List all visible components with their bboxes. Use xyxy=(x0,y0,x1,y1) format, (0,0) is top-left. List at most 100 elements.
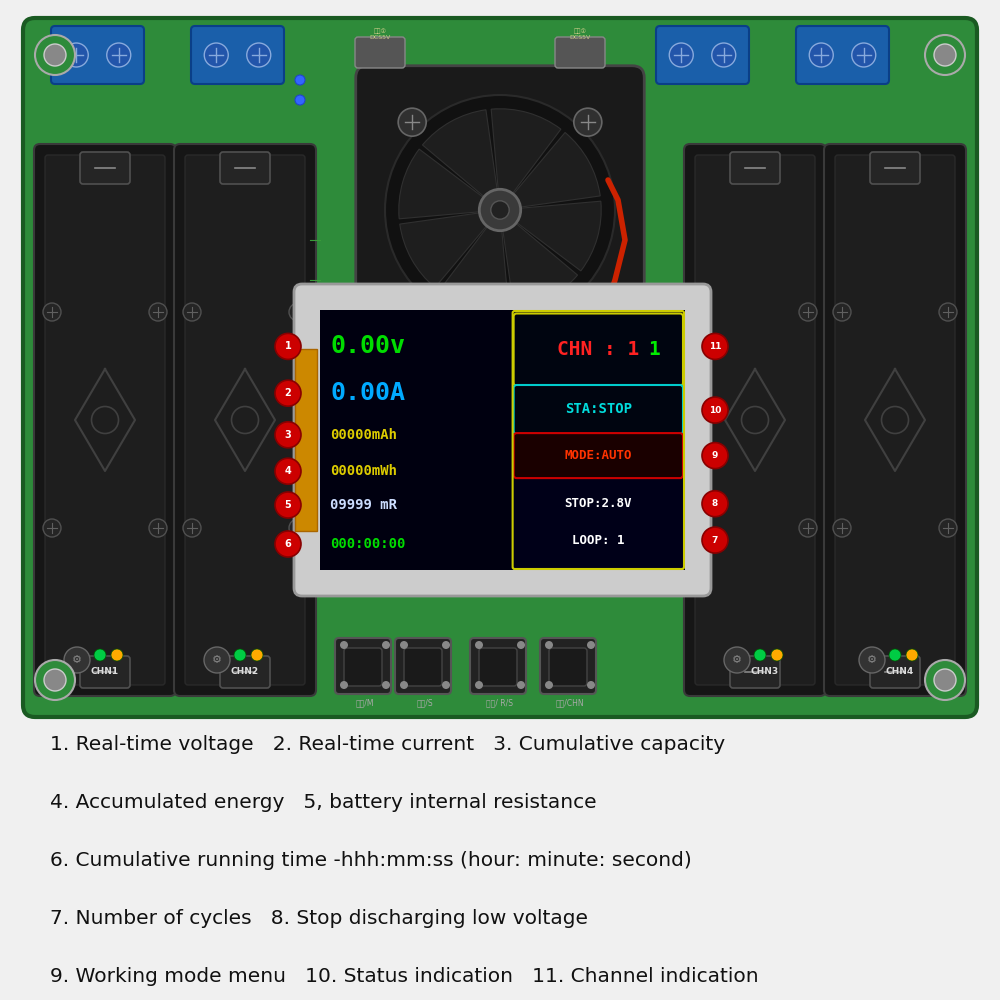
Bar xyxy=(512,310,685,570)
Circle shape xyxy=(43,303,61,321)
FancyBboxPatch shape xyxy=(356,66,644,354)
Circle shape xyxy=(275,333,301,359)
Circle shape xyxy=(64,43,88,67)
Circle shape xyxy=(833,303,851,321)
Text: ⚙: ⚙ xyxy=(732,655,742,665)
FancyBboxPatch shape xyxy=(730,152,780,184)
Text: ⚙: ⚙ xyxy=(212,655,222,665)
Circle shape xyxy=(833,519,851,537)
Circle shape xyxy=(934,44,956,66)
Circle shape xyxy=(889,649,901,661)
Circle shape xyxy=(702,443,728,469)
FancyBboxPatch shape xyxy=(835,155,955,685)
Circle shape xyxy=(491,201,509,219)
Circle shape xyxy=(251,649,263,661)
Circle shape xyxy=(574,108,602,136)
Wedge shape xyxy=(500,201,601,271)
FancyBboxPatch shape xyxy=(220,152,270,184)
Circle shape xyxy=(442,681,450,689)
Circle shape xyxy=(295,75,305,85)
FancyBboxPatch shape xyxy=(404,648,442,686)
Text: 0.00A: 0.00A xyxy=(330,381,405,405)
Text: 5: 5 xyxy=(285,500,291,510)
Text: 6: 6 xyxy=(285,539,291,549)
Circle shape xyxy=(479,189,521,231)
Circle shape xyxy=(275,492,301,518)
Text: 7: 7 xyxy=(712,536,718,545)
Circle shape xyxy=(94,649,106,661)
Circle shape xyxy=(204,647,230,673)
FancyBboxPatch shape xyxy=(479,648,517,686)
FancyBboxPatch shape xyxy=(51,26,144,84)
FancyBboxPatch shape xyxy=(684,144,826,696)
Circle shape xyxy=(669,43,693,67)
Circle shape xyxy=(587,681,595,689)
Text: STA:STOP: STA:STOP xyxy=(565,402,632,416)
Circle shape xyxy=(44,669,66,691)
Circle shape xyxy=(149,303,167,321)
Wedge shape xyxy=(500,210,578,310)
Wedge shape xyxy=(399,149,500,219)
FancyBboxPatch shape xyxy=(555,37,605,68)
Circle shape xyxy=(475,641,483,649)
FancyBboxPatch shape xyxy=(569,341,632,379)
Circle shape xyxy=(289,519,307,537)
Circle shape xyxy=(149,519,167,537)
Text: LOOP: 1: LOOP: 1 xyxy=(572,534,625,547)
Circle shape xyxy=(587,641,595,649)
Text: 11: 11 xyxy=(709,342,721,351)
Circle shape xyxy=(702,491,728,517)
FancyBboxPatch shape xyxy=(540,638,596,694)
Circle shape xyxy=(289,303,307,321)
Circle shape xyxy=(489,388,505,404)
Circle shape xyxy=(934,669,956,691)
Wedge shape xyxy=(491,109,561,210)
Circle shape xyxy=(275,458,301,484)
Text: 6. Cumulative running time -hhh:mm:ss (hour: minute: second): 6. Cumulative running time -hhh:mm:ss (h… xyxy=(50,851,692,870)
Text: CHN1: CHN1 xyxy=(91,668,119,677)
Circle shape xyxy=(712,43,736,67)
Circle shape xyxy=(275,380,301,406)
Circle shape xyxy=(724,647,750,673)
FancyBboxPatch shape xyxy=(730,656,780,688)
Circle shape xyxy=(340,681,348,689)
Circle shape xyxy=(517,681,525,689)
FancyBboxPatch shape xyxy=(870,656,920,688)
Circle shape xyxy=(44,44,66,66)
Text: 9: 9 xyxy=(712,451,718,460)
Circle shape xyxy=(183,303,201,321)
Circle shape xyxy=(398,108,426,136)
Text: 00000mAh: 00000mAh xyxy=(330,428,397,442)
FancyBboxPatch shape xyxy=(185,155,305,685)
Circle shape xyxy=(925,660,965,700)
Circle shape xyxy=(247,43,271,67)
FancyBboxPatch shape xyxy=(23,18,977,717)
Text: 供电①
DCS5V: 供电① DCS5V xyxy=(369,29,391,40)
Wedge shape xyxy=(439,210,509,311)
Text: 4. Accumulated energy   5, battery internal resistance: 4. Accumulated energy 5, battery interna… xyxy=(50,793,597,812)
Circle shape xyxy=(859,647,885,673)
FancyBboxPatch shape xyxy=(470,638,526,694)
FancyBboxPatch shape xyxy=(174,144,316,696)
Circle shape xyxy=(35,660,75,700)
Text: 10: 10 xyxy=(709,406,721,415)
Circle shape xyxy=(906,649,918,661)
Circle shape xyxy=(382,641,390,649)
FancyBboxPatch shape xyxy=(656,26,749,84)
Text: 0.00v: 0.00v xyxy=(330,334,405,358)
Circle shape xyxy=(754,649,766,661)
Circle shape xyxy=(400,641,408,649)
FancyBboxPatch shape xyxy=(294,284,711,596)
FancyBboxPatch shape xyxy=(34,144,176,696)
Circle shape xyxy=(275,531,301,557)
Circle shape xyxy=(295,95,305,105)
Text: CHN : 1: CHN : 1 xyxy=(557,340,639,359)
Circle shape xyxy=(234,649,246,661)
Text: 8: 8 xyxy=(712,499,718,508)
FancyBboxPatch shape xyxy=(191,26,284,84)
FancyBboxPatch shape xyxy=(335,638,391,694)
Circle shape xyxy=(939,519,957,537)
Text: 3: 3 xyxy=(285,430,291,440)
FancyBboxPatch shape xyxy=(355,37,405,68)
Text: ⚙: ⚙ xyxy=(867,655,877,665)
